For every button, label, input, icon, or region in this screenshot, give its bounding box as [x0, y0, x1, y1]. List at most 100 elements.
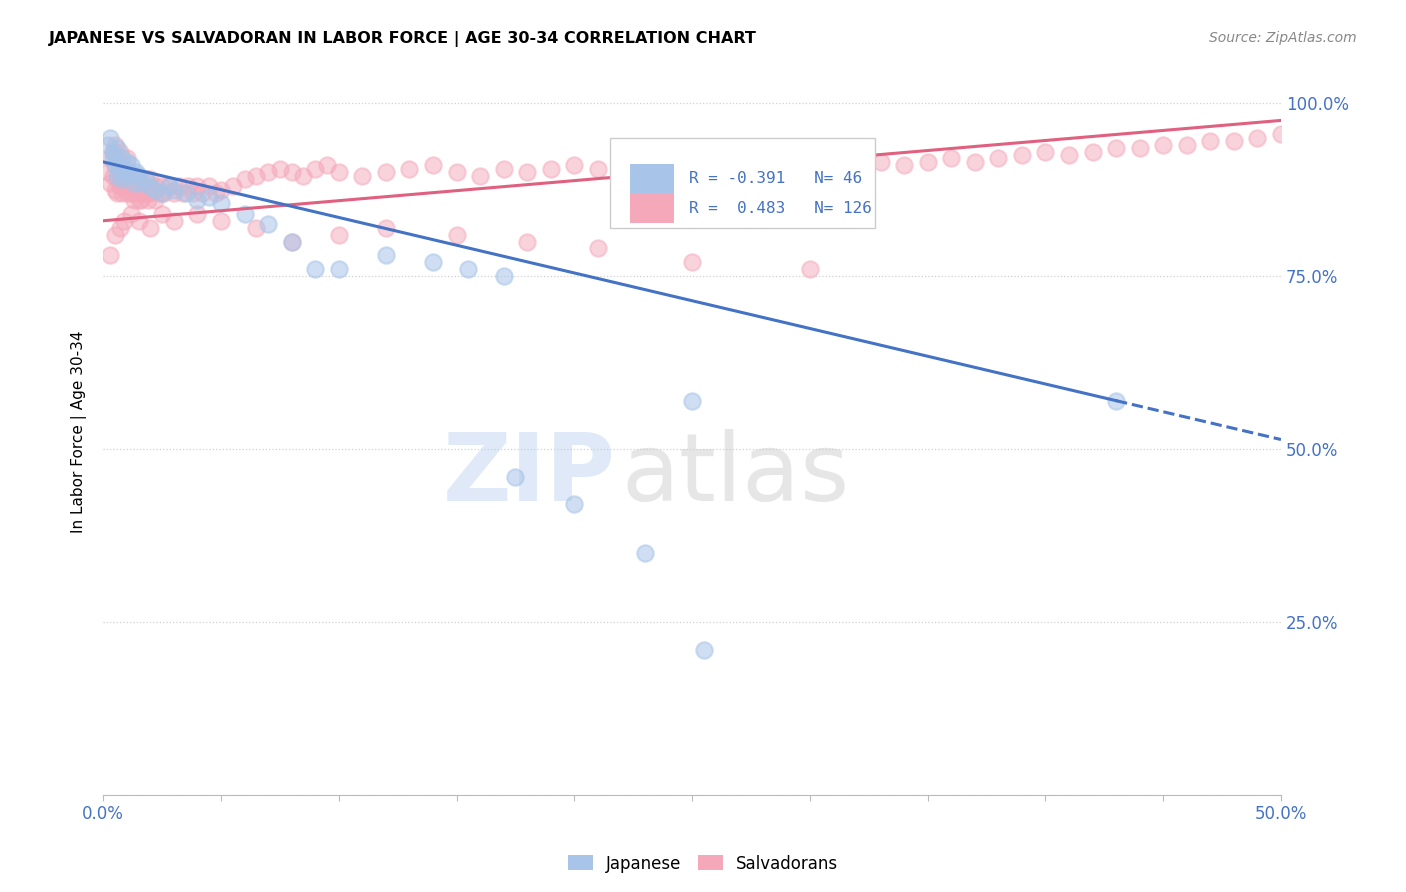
Point — [374, 220, 396, 235]
Point — [245, 169, 267, 183]
Point — [516, 235, 538, 249]
Point — [191, 186, 214, 200]
Point — [163, 183, 186, 197]
Point — [681, 393, 703, 408]
Point — [163, 213, 186, 227]
Point — [121, 207, 143, 221]
Text: ZIP: ZIP — [443, 429, 616, 522]
Point — [115, 186, 138, 200]
Point — [111, 186, 134, 200]
Point — [869, 155, 891, 169]
Point — [172, 186, 194, 200]
Point — [586, 242, 609, 256]
Point — [101, 145, 124, 159]
Point — [681, 255, 703, 269]
Point — [222, 179, 245, 194]
Point — [101, 145, 124, 159]
Point — [198, 189, 221, 203]
Point — [108, 158, 131, 172]
Point — [233, 172, 256, 186]
FancyBboxPatch shape — [630, 193, 675, 223]
Point — [135, 172, 157, 186]
Point — [198, 179, 221, 194]
Point — [163, 186, 186, 200]
Point — [562, 158, 585, 172]
Point — [150, 186, 173, 200]
Point — [128, 179, 150, 194]
Point — [139, 172, 162, 186]
Point — [269, 161, 291, 176]
Point — [657, 158, 679, 172]
Text: JAPANESE VS SALVADORAN IN LABOR FORCE | AGE 30-34 CORRELATION CHART: JAPANESE VS SALVADORAN IN LABOR FORCE | … — [49, 31, 756, 47]
Point — [316, 158, 339, 172]
Point — [105, 186, 128, 200]
Point — [98, 176, 121, 190]
Point — [446, 227, 468, 242]
Text: Source: ZipAtlas.com: Source: ZipAtlas.com — [1209, 31, 1357, 45]
Point — [139, 179, 162, 194]
Point — [112, 213, 135, 227]
Point — [153, 186, 176, 200]
Point — [457, 262, 479, 277]
Point — [112, 165, 135, 179]
Point — [98, 152, 121, 166]
Point — [105, 141, 128, 155]
Point — [209, 196, 232, 211]
Point — [105, 169, 128, 183]
Point — [108, 165, 131, 179]
Point — [104, 148, 127, 162]
Point — [118, 165, 141, 179]
Point — [304, 161, 326, 176]
Point — [129, 193, 152, 207]
Point — [1175, 137, 1198, 152]
Point — [97, 165, 120, 179]
Point — [104, 158, 127, 172]
Point — [209, 213, 232, 227]
Point — [115, 155, 138, 169]
Point — [280, 235, 302, 249]
Point — [1105, 393, 1128, 408]
Point — [681, 165, 703, 179]
Point — [751, 165, 773, 179]
Point — [125, 186, 148, 200]
Point — [111, 158, 134, 172]
Point — [115, 169, 138, 183]
Point — [101, 152, 124, 166]
Point — [693, 642, 716, 657]
Point — [775, 161, 797, 176]
FancyBboxPatch shape — [630, 163, 675, 194]
Point — [174, 186, 197, 200]
Point — [108, 145, 131, 159]
Point — [143, 193, 166, 207]
Point — [1081, 145, 1104, 159]
Point — [98, 248, 121, 262]
Point — [446, 165, 468, 179]
Point — [422, 158, 444, 172]
Point — [125, 172, 148, 186]
Point — [917, 155, 939, 169]
Point — [987, 152, 1010, 166]
Point — [128, 213, 150, 227]
Point — [893, 158, 915, 172]
Point — [941, 152, 963, 166]
Text: R = -0.391   N= 46: R = -0.391 N= 46 — [689, 171, 862, 186]
Point — [122, 176, 145, 190]
Point — [97, 137, 120, 152]
Point — [181, 186, 204, 200]
Point — [108, 220, 131, 235]
Point — [280, 235, 302, 249]
Point — [280, 165, 302, 179]
Point — [304, 262, 326, 277]
Point — [150, 207, 173, 221]
Point — [1105, 141, 1128, 155]
Point — [118, 179, 141, 194]
Point — [398, 161, 420, 176]
Point — [352, 169, 374, 183]
Point — [540, 161, 562, 176]
Point — [492, 269, 515, 284]
Point — [167, 179, 190, 194]
Point — [1199, 134, 1222, 148]
Point — [186, 193, 208, 207]
Point — [516, 165, 538, 179]
Point — [135, 186, 157, 200]
